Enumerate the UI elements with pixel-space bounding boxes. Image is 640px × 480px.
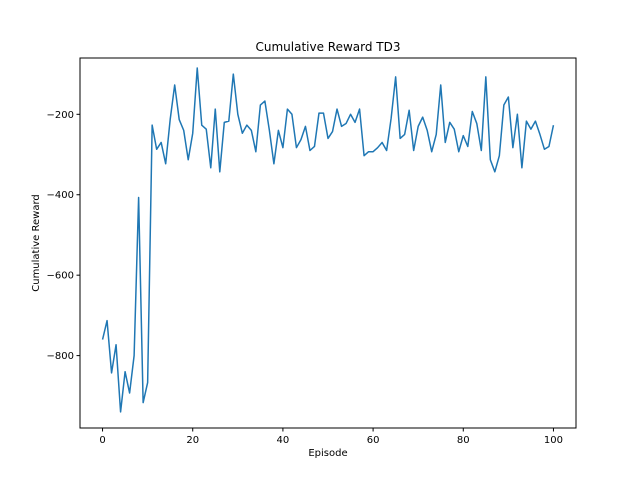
x-tick-label: 60 xyxy=(367,435,380,446)
y-tick-label: −400 xyxy=(47,190,74,201)
x-tick-label: 20 xyxy=(186,435,199,446)
y-tick-label: −600 xyxy=(47,271,74,282)
chart-title: Cumulative Reward TD3 xyxy=(255,40,400,54)
y-tick-label: −200 xyxy=(47,110,74,121)
x-tick-label: 0 xyxy=(99,435,105,446)
x-tick-label: 40 xyxy=(277,435,290,446)
x-tick-label: 100 xyxy=(544,435,563,446)
x-tick-label: 80 xyxy=(457,435,470,446)
y-axis: −800 −600 −400 −200 xyxy=(47,110,80,362)
x-axis-label: Episode xyxy=(308,448,347,459)
x-axis: 0 20 40 60 80 100 xyxy=(99,428,563,446)
y-axis-label: Cumulative Reward xyxy=(31,194,42,292)
series-line xyxy=(101,67,555,413)
plot-frame xyxy=(79,57,577,429)
y-tick-label: −800 xyxy=(47,351,74,362)
series-group xyxy=(101,67,555,413)
